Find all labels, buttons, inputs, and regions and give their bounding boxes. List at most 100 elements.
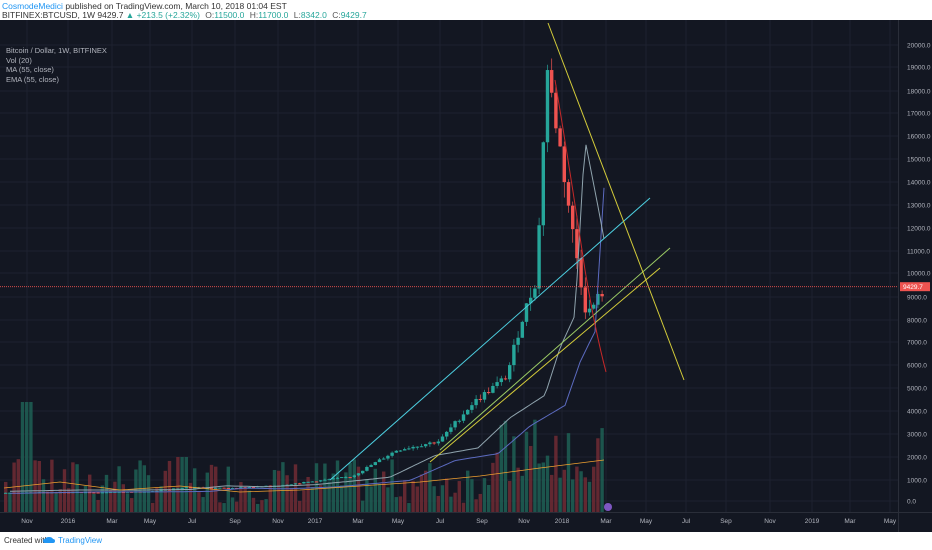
- volume-bar: [537, 463, 541, 512]
- volume-bar: [201, 497, 205, 512]
- candle-body: [487, 392, 491, 394]
- candle-body: [310, 481, 314, 483]
- candle-body: [230, 488, 235, 490]
- candle-body: [562, 146, 566, 183]
- candle-body: [571, 205, 575, 230]
- y-tick-label: 4000.0: [907, 409, 927, 416]
- candle-body: [247, 487, 251, 489]
- y-tick-label: 12000.0: [907, 226, 931, 233]
- last-price: 9429.7: [97, 10, 124, 20]
- volume-bar: [306, 476, 310, 512]
- candle-body: [596, 293, 600, 305]
- candle-body: [550, 70, 554, 93]
- tradingview-brand-link[interactable]: TradingView: [58, 536, 103, 545]
- volume-bar: [117, 466, 121, 512]
- volume-bar: [470, 479, 474, 512]
- volume-bar: [54, 493, 58, 512]
- y-tick-label: 8000.0: [907, 318, 927, 325]
- volume-bar: [415, 486, 419, 512]
- trendline-descending: [547, 22, 685, 381]
- volume-bar: [571, 479, 575, 512]
- candle-body: [306, 481, 310, 483]
- x-tick-label: Mar: [352, 518, 364, 525]
- volume-bar: [562, 469, 566, 512]
- y-tick-label: 18000.0: [907, 89, 931, 96]
- volume-bar: [138, 460, 142, 512]
- volume-bar: [109, 489, 113, 512]
- y-tick-label: 14000.0: [907, 180, 931, 187]
- y-tick-label: 0.0: [907, 499, 916, 506]
- candle-body: [382, 458, 386, 460]
- volume-bar: [121, 484, 125, 512]
- volume-bar: [377, 484, 382, 512]
- candle-body: [88, 492, 92, 494]
- legend-ma[interactable]: MA (55, close): [6, 65, 54, 74]
- y-tick-label: 10000.0: [907, 271, 931, 278]
- volume-bar: [327, 481, 331, 512]
- price-chart[interactable]: 0.0 1000.0 2000.0 3000.0 4000.0 5000.0 6000.0 7…: [0, 20, 932, 532]
- volume-bar: [37, 460, 41, 512]
- volume-bar: [348, 462, 352, 512]
- volume-bar: [319, 485, 323, 512]
- volume-bar: [33, 460, 37, 512]
- x-tick-label: 2019: [805, 518, 820, 525]
- x-tick-label: Sep: [720, 518, 732, 525]
- candle-body: [172, 488, 176, 490]
- candle-body: [478, 398, 482, 400]
- volume-bar: [369, 486, 373, 512]
- candle-body: [365, 466, 369, 471]
- volume-bar: [218, 502, 222, 512]
- volume-bar: [487, 484, 491, 512]
- candle-body: [491, 385, 495, 393]
- volume-bar: [176, 457, 180, 512]
- volume-bar: [394, 497, 398, 512]
- candle-body: [533, 288, 537, 298]
- legend-vol[interactable]: Vol (20): [6, 55, 32, 65]
- candle-body: [96, 492, 100, 494]
- candle-body: [436, 441, 440, 444]
- volume-bar: [125, 493, 130, 512]
- volume-bar: [386, 487, 390, 512]
- volume-bar: [230, 497, 235, 512]
- volume-bar: [281, 462, 285, 512]
- x-tick-label: May: [640, 518, 653, 525]
- volume-bar: [524, 431, 529, 512]
- candle-body: [226, 487, 230, 489]
- y-tick-label: 7000.0: [907, 340, 927, 347]
- volume-bar: [541, 462, 545, 512]
- candle-body: [503, 378, 508, 380]
- price-change: ▲ +213.5 (+2.32%): [125, 10, 200, 20]
- legend-ema[interactable]: EMA (55, close): [6, 74, 59, 84]
- volume-bar: [499, 424, 503, 512]
- volume-bar: [491, 462, 495, 512]
- published-text: published on TradingView.com, March 10, …: [65, 1, 287, 11]
- volume-bar: [466, 470, 470, 512]
- candle-body: [4, 492, 8, 494]
- volume-bar: [474, 499, 478, 512]
- volume-bar: [46, 491, 50, 512]
- volume-bar: [445, 478, 449, 512]
- volume-bar: [155, 487, 159, 512]
- volume-bar: [554, 435, 558, 512]
- volume-bar: [88, 474, 92, 512]
- candle-body: [109, 492, 113, 494]
- indicator-legend: Bitcoin / Dollar, 1W, BITFINEX Vol (20) …: [6, 46, 107, 84]
- candle-body: [537, 225, 541, 289]
- y-tick-label: 19000.0: [907, 65, 931, 72]
- volume-bar: [58, 489, 62, 512]
- candle-body: [524, 303, 529, 322]
- y-tick-label: 15000.0: [907, 157, 931, 164]
- volume-bar: [440, 485, 445, 512]
- volume-bar: [193, 468, 197, 512]
- volume-bar: [235, 501, 239, 512]
- candle-body: [188, 487, 193, 489]
- volume-bar: [25, 402, 29, 512]
- volume-bar: [260, 500, 264, 512]
- y-tick-label: 2000.0: [907, 455, 927, 462]
- candle-body: [457, 420, 461, 422]
- volume-bar: [104, 474, 109, 512]
- author-link[interactable]: CosmodeMedici: [2, 1, 63, 11]
- candle-body: [541, 142, 545, 226]
- volume-bar: [180, 457, 184, 512]
- y-tick-label: 3000.0: [907, 432, 927, 439]
